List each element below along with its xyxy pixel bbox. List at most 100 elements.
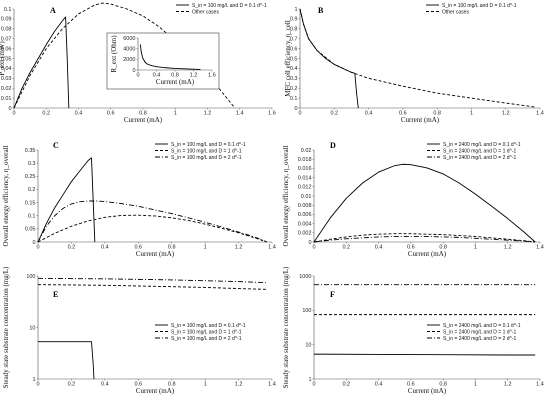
x-tick-label: 1.4: [536, 111, 544, 117]
x-tick-label: 1.2: [235, 382, 243, 388]
y-tick-label: 0.02: [301, 148, 312, 154]
chart-panel-b: 0 0.2 0.4 0.6 0.8 1 1.2 1.4 0 0.1 0.2 0.3 0.4 0.5 0.6 0…: [284, 3, 544, 124]
x-tick-label: 1.4: [536, 382, 544, 388]
x-tick-label: 1.4: [268, 382, 276, 388]
y-tick-label: 0: [8, 106, 11, 112]
x-tick-label: 1.6: [208, 73, 216, 79]
legend-entry: S_in = 100 mg/L and D = 0.1 d^-1: [171, 142, 246, 148]
y-tick-label: 0.01: [301, 194, 312, 200]
x-tick-label: 0.4: [101, 245, 109, 251]
x-tick-label: 0.8: [139, 111, 147, 117]
y-tick-label: 0.09: [1, 17, 12, 23]
legend-entry: S_in = 2400 mg/L and D = 0.1 d^-1: [443, 142, 521, 148]
y-tick-label: 0.008: [298, 203, 312, 209]
y-tick-label: 6000: [123, 36, 135, 42]
x-tick-label: 0.6: [107, 111, 115, 117]
x-tick-label: 0.6: [134, 382, 142, 388]
x-tick-label: 0.2: [330, 111, 338, 117]
y-tick-label: 0.02: [1, 86, 12, 92]
series-line-1: [313, 353, 536, 356]
series-line-1: [139, 44, 201, 70]
y-tick-label: 0.3: [290, 76, 298, 82]
x-tick-label: 0.8: [433, 111, 441, 117]
y-tick-label: 0.1: [290, 96, 298, 102]
x-axis-label: Current (mA): [136, 387, 175, 395]
x-tick-label: 0.6: [407, 245, 415, 251]
series-line-1: [37, 157, 96, 243]
x-tick-label: 1.2: [502, 111, 510, 117]
legend-entry: S_in = 2400 mg/L and D = 1 d^-1: [443, 148, 517, 154]
chart-panel-e: 0 0.2 0.4 0.6 0.8 1 1.2 1.4 1 10 100 S_in = 100 mg/…: [2, 266, 276, 395]
y-tick-label: 2000: [123, 57, 135, 63]
x-tick-label: 0.8: [439, 382, 447, 388]
x-tick-label: 0.2: [68, 245, 76, 251]
chart-panel-d: 0 0.2 0.4 0.6 0.8 1 1.2 1.4 0 0.002 0.004 0.006 0.00…: [282, 141, 544, 258]
x-tick-label: 1: [174, 111, 177, 117]
y-tick-label: 0.07: [1, 37, 12, 43]
y-tick-label: 0: [308, 240, 311, 246]
panel-label: E: [53, 290, 58, 299]
y-tick-label: 0.1: [4, 7, 12, 13]
x-tick-label: 0.2: [342, 245, 350, 251]
y-tick-label: 0.35: [25, 148, 36, 154]
x-tick-label: 1.2: [504, 382, 512, 388]
y-tick-label: 0.012: [298, 185, 312, 191]
x-axis-label: Current (mA): [136, 250, 175, 258]
x-axis-label: Current (mA): [408, 387, 447, 395]
y-tick-label: 0.6: [290, 46, 298, 52]
y-tick-label: 4000: [123, 46, 135, 52]
y-tick-label: 1000: [299, 274, 311, 280]
x-tick-label: 0.4: [375, 382, 383, 388]
legend-entry: S_in = 2400 mg/L and D = 2 d^-1: [443, 336, 517, 342]
inset-frame: [106, 32, 220, 90]
inset-y-axis-label: R_ext (Ohm): [110, 35, 118, 73]
legend-entry: S_in = 100 mg/L and D = 0.1 d^-1: [192, 3, 267, 9]
x-tick-label: 0.8: [439, 245, 447, 251]
inset-chart: 0 0.4 0.8 1.2 1.6 0 2000 4000 6000 Current (mA) R_…: [110, 35, 216, 86]
panel-label: B: [318, 6, 324, 15]
y-tick-label: 0.15: [25, 200, 36, 206]
x-tick-label: 0: [312, 382, 315, 388]
x-tick-label: 0: [36, 382, 39, 388]
y-axis-label: MFC cell efficiency, η_cell: [284, 20, 292, 97]
legend-entry: Other cases: [442, 9, 469, 15]
series-line-2: [299, 8, 535, 108]
y-tick-label: 0: [294, 106, 297, 112]
chart-panel-f: 0 0.2 0.4 0.6 0.8 1 1.2 1.4 1 10 100 1000 S_in = 240…: [282, 266, 544, 395]
y-axis-label: Overall energy efficiency, η_overall: [2, 145, 10, 246]
panel-label: F: [330, 290, 335, 299]
legend-entry: Other cases: [192, 9, 219, 15]
x-tick-label: 0.2: [68, 382, 76, 388]
y-tick-label: 0.1: [28, 214, 36, 220]
y-axis-label: Steady state substrate concentration (mg…: [2, 266, 10, 388]
x-tick-label: 1.4: [536, 245, 544, 251]
inset-x-axis-label: Current (mA): [156, 78, 195, 86]
panel-label: A: [50, 6, 56, 15]
legend-entry: S_in = 100 mg/L and D = 0.1 d^-1: [171, 323, 246, 329]
x-tick-label: 0.4: [365, 111, 373, 117]
x-tick-label: 0.2: [342, 382, 350, 388]
y-tick-label: 0.8: [290, 27, 298, 33]
y-tick-label: 10: [305, 342, 311, 348]
y-tick-label: 0.01: [1, 96, 12, 102]
x-tick-label: 0.4: [75, 111, 83, 117]
panel-label: D: [330, 141, 336, 150]
legend-entry: S_in = 100 mg/L and D = 2 d^-1: [171, 155, 242, 161]
legend-entry: S_in = 2400 mg/L and D = 0.1 d^-1: [443, 323, 521, 329]
y-tick-label: 0.06: [1, 46, 12, 52]
y-tick-label: 10: [29, 325, 35, 331]
x-tick-label: 0.4: [153, 73, 161, 79]
y-axis-label: Steady state substrate concentration (mg…: [282, 266, 290, 388]
x-tick-label: 1: [204, 245, 207, 251]
y-axis-label: Overall energy efficiency, η_overall: [282, 145, 290, 246]
x-tick-label: 1: [204, 382, 207, 388]
legend-entry: S_in = 100 mg/L and D = 1 d^-1: [171, 148, 242, 154]
y-tick-label: 0.002: [298, 231, 312, 237]
x-tick-label: 1: [474, 245, 477, 251]
x-tick-label: 0.2: [42, 111, 50, 117]
x-tick-label: 1.4: [268, 245, 276, 251]
x-axis-label: Current (mA): [124, 116, 163, 124]
x-tick-label: 0.8: [168, 245, 176, 251]
x-tick-label: 0: [298, 111, 301, 117]
